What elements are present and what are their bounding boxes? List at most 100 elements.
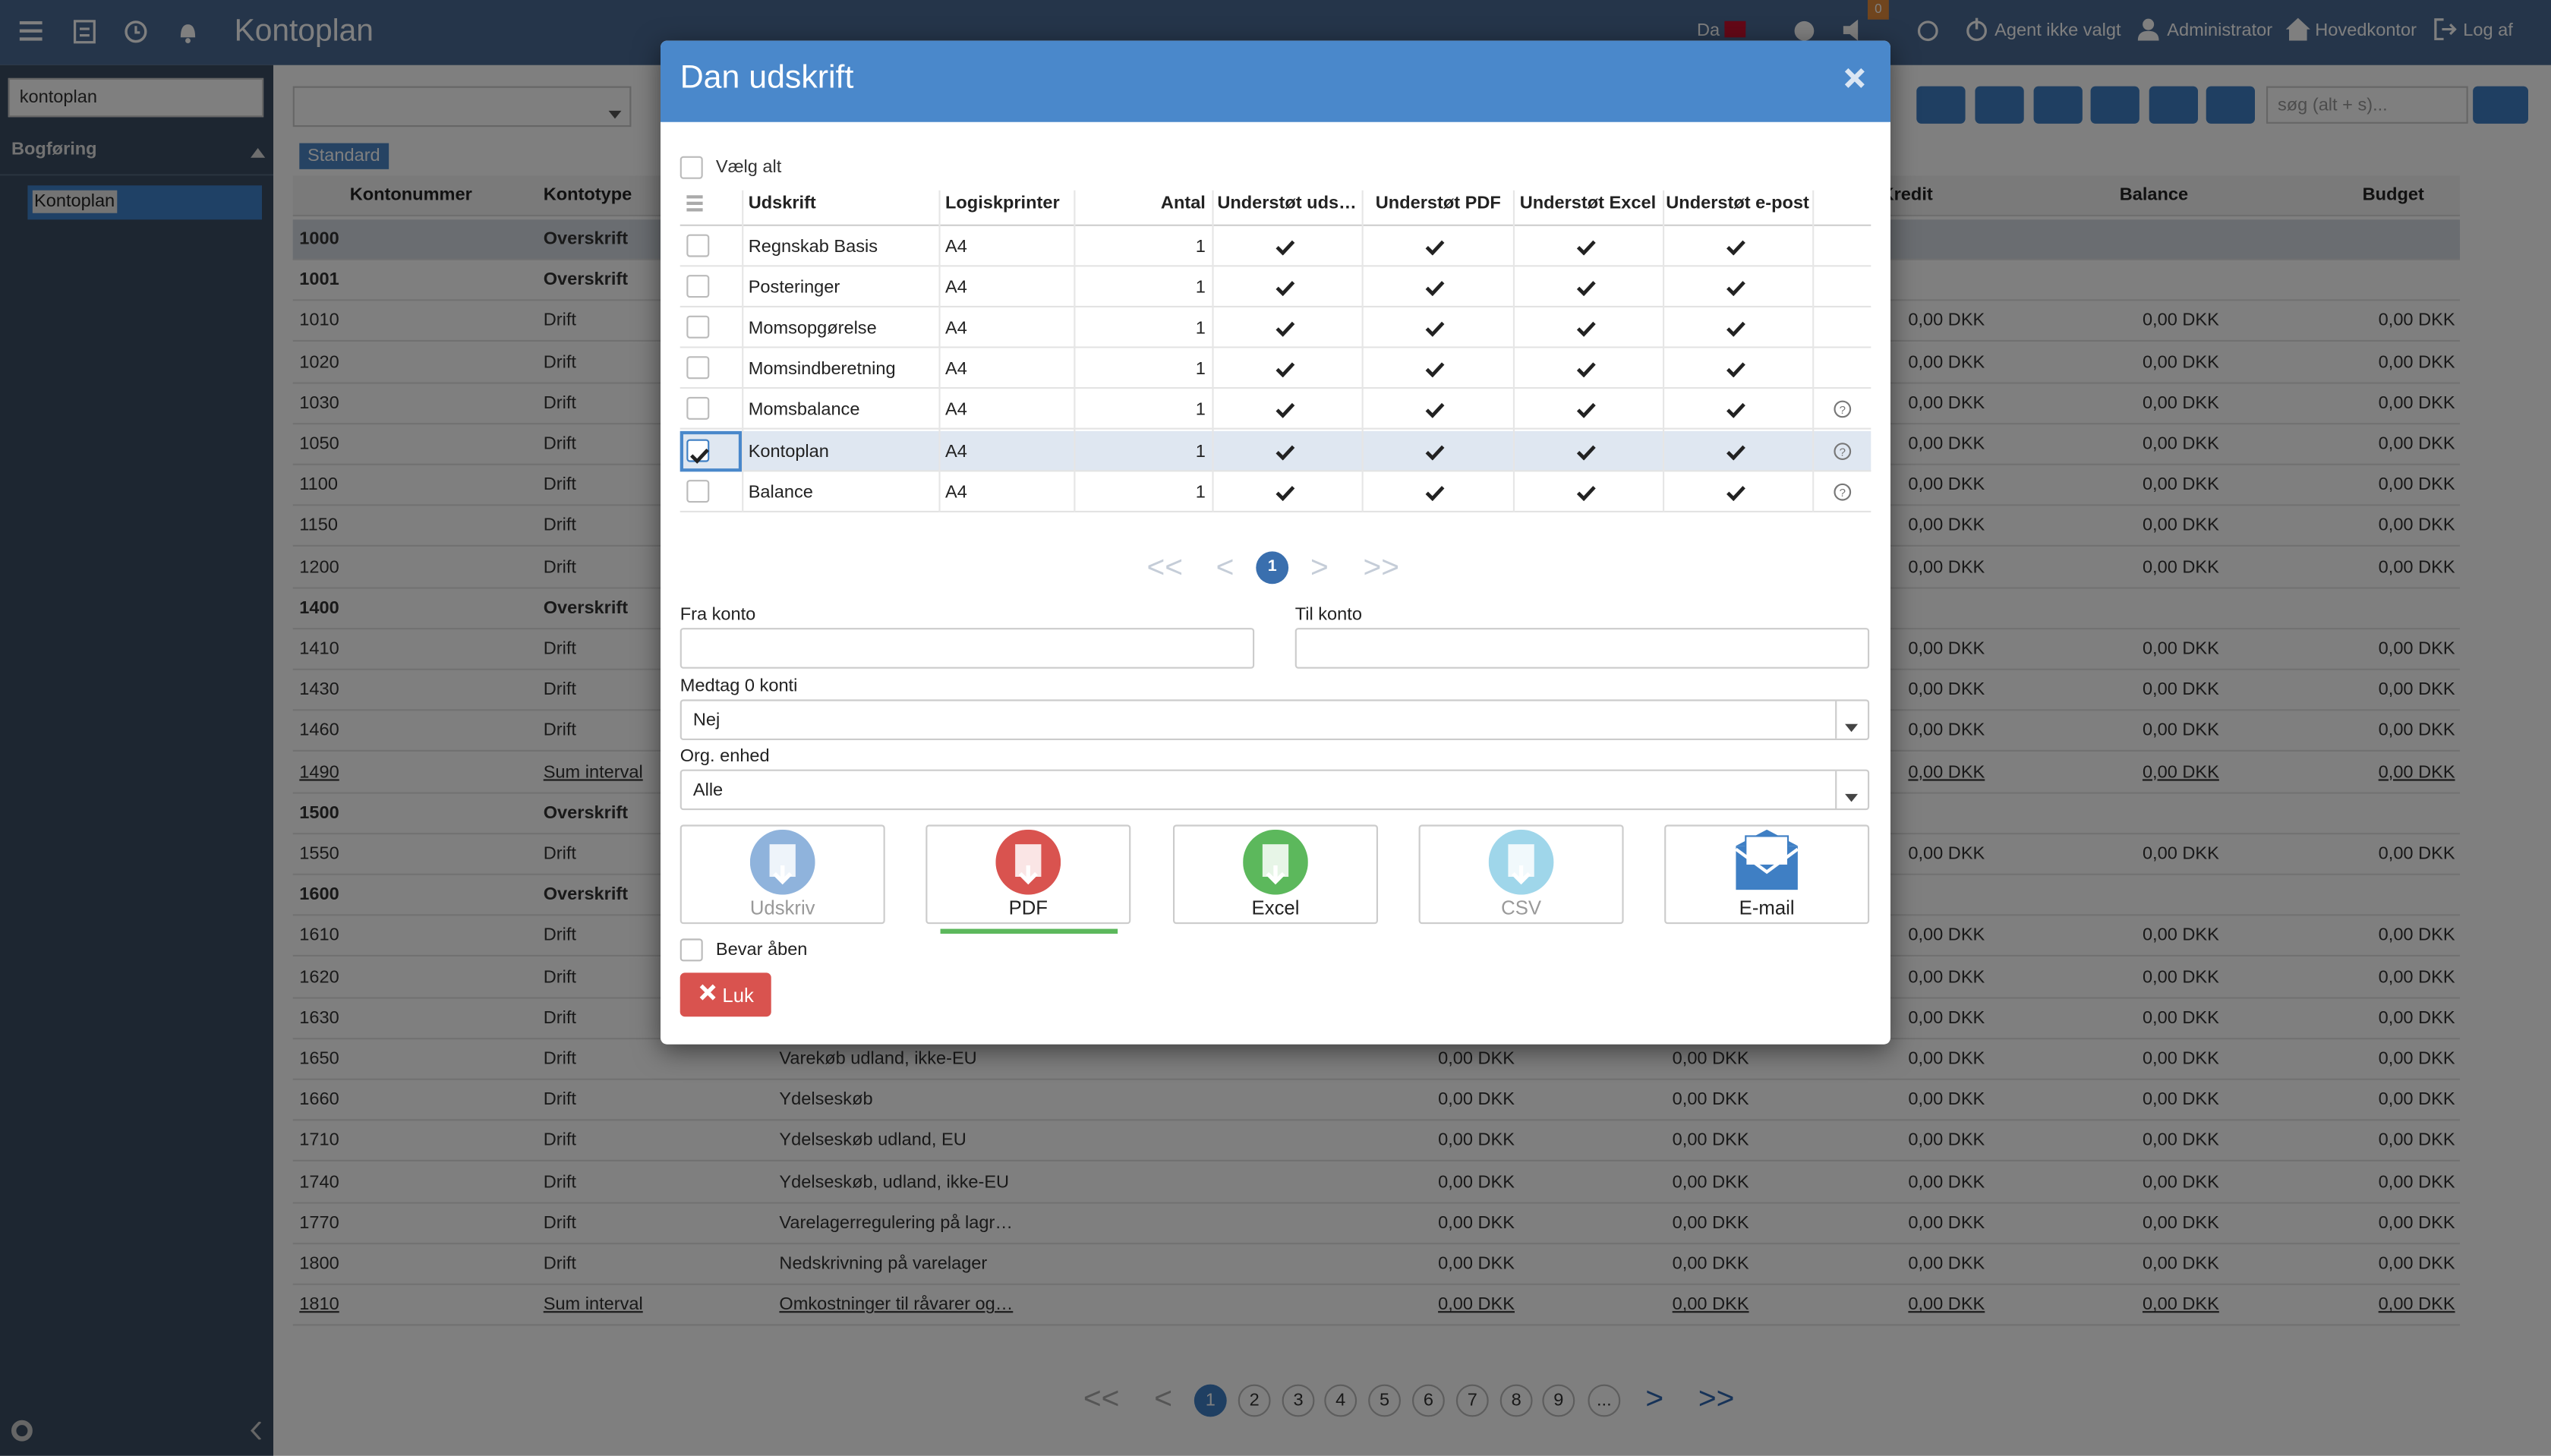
dialog-row[interactable] bbox=[680, 348, 1871, 389]
check-icon-svg bbox=[1425, 403, 1445, 419]
selected-indicator bbox=[940, 928, 1118, 934]
report-name: Regnskab Basis bbox=[748, 237, 878, 257]
printer: A4 bbox=[945, 360, 967, 380]
keep-open-label[interactable]: Bevar åben bbox=[715, 940, 808, 960]
column-divider bbox=[742, 190, 744, 512]
close-button[interactable] bbox=[680, 972, 771, 1017]
check-icon bbox=[1276, 280, 1295, 297]
checkbox[interactable] bbox=[686, 356, 710, 380]
select-divider bbox=[1835, 771, 1837, 808]
check-icon-svg bbox=[690, 447, 709, 463]
dialog-row[interactable] bbox=[680, 225, 1871, 267]
help-icon[interactable]: ? bbox=[1834, 442, 1852, 460]
report-name: Momsopgørelse bbox=[748, 319, 877, 339]
dialog-column-header[interactable]: Understøt e-post bbox=[1666, 193, 1809, 213]
export-label[interactable]: Excel bbox=[1251, 896, 1300, 919]
svg-text:?: ? bbox=[1840, 405, 1846, 418]
dialog-pager-item[interactable]: 1 bbox=[1256, 551, 1289, 585]
export-label[interactable]: CSV bbox=[1501, 896, 1542, 919]
check-icon bbox=[1425, 361, 1445, 378]
report-name: Posteringer bbox=[748, 278, 840, 298]
check-icon-svg bbox=[1726, 362, 1745, 378]
column-divider bbox=[1512, 190, 1515, 512]
export-icon bbox=[995, 829, 1061, 895]
dialog-column-header[interactable]: Understøt uds… bbox=[1217, 193, 1357, 213]
dialog-column-header[interactable]: Udskrift bbox=[748, 193, 816, 213]
select-caret bbox=[1845, 787, 1859, 802]
printer: A4 bbox=[945, 278, 967, 298]
column-menu-icon[interactable] bbox=[686, 195, 703, 212]
check-icon-svg bbox=[1276, 403, 1295, 419]
zero-select[interactable]: Nej bbox=[680, 699, 1870, 740]
close-label[interactable]: Luk bbox=[722, 984, 754, 1007]
from-input[interactable] bbox=[680, 628, 1255, 669]
checkbox[interactable] bbox=[686, 234, 710, 257]
dialog-pager-item[interactable]: < bbox=[1216, 551, 1235, 586]
checkbox[interactable] bbox=[680, 938, 703, 962]
check-icon bbox=[1726, 321, 1746, 338]
dialog-pager-item[interactable]: >> bbox=[1363, 551, 1400, 586]
count: 1 bbox=[1195, 400, 1206, 421]
check-icon bbox=[1276, 361, 1295, 378]
export-icon-svg bbox=[749, 829, 815, 895]
check-icon bbox=[1276, 402, 1295, 419]
check-icon-svg bbox=[1726, 485, 1745, 501]
checkbox[interactable] bbox=[686, 397, 710, 421]
check-icon bbox=[690, 446, 710, 463]
dialog-row[interactable] bbox=[680, 307, 1871, 348]
export-icon bbox=[1488, 829, 1554, 895]
help-icon[interactable]: ? bbox=[1834, 401, 1852, 419]
close-button-icon-svg bbox=[699, 984, 716, 1001]
to-input[interactable] bbox=[1294, 628, 1870, 669]
close-icon[interactable] bbox=[1843, 67, 1866, 90]
export-label[interactable]: PDF bbox=[1008, 896, 1048, 919]
export-icon bbox=[749, 829, 815, 895]
dialog-column-header[interactable]: Logiskprinter bbox=[945, 193, 1060, 213]
close-button-icon[interactable] bbox=[699, 984, 716, 1001]
check-icon bbox=[1576, 239, 1596, 256]
check-icon bbox=[1576, 443, 1596, 460]
dialog-row[interactable] bbox=[680, 430, 1871, 471]
report-name: Momsbalance bbox=[748, 400, 860, 421]
check-icon bbox=[1276, 484, 1295, 501]
count: 1 bbox=[1195, 360, 1206, 380]
dialog-row[interactable] bbox=[680, 389, 1871, 430]
check-icon bbox=[1726, 280, 1746, 297]
count: 1 bbox=[1195, 237, 1206, 257]
dialog-column-header[interactable]: Understøt Excel bbox=[1519, 193, 1657, 213]
check-icon-svg bbox=[1425, 362, 1445, 378]
org-select[interactable]: Alle bbox=[680, 769, 1870, 811]
help-icon[interactable]: ? bbox=[1834, 482, 1852, 501]
column-divider bbox=[1212, 190, 1214, 512]
checkbox[interactable] bbox=[680, 156, 703, 179]
report-name: Balance bbox=[748, 482, 813, 503]
checkbox[interactable] bbox=[686, 275, 710, 298]
export-label[interactable]: E-mail bbox=[1739, 896, 1795, 919]
check-icon bbox=[1576, 280, 1596, 297]
checkbox[interactable] bbox=[686, 479, 710, 503]
check-icon-svg bbox=[1726, 281, 1745, 297]
checkbox[interactable] bbox=[686, 316, 710, 339]
zero-label: Medtag 0 konti bbox=[680, 676, 798, 697]
dialog-column-header[interactable]: Antal bbox=[1160, 193, 1206, 213]
dialog-row[interactable] bbox=[680, 471, 1871, 512]
select-caret bbox=[1845, 717, 1859, 733]
dialog-pager-item[interactable]: > bbox=[1310, 551, 1329, 586]
count: 1 bbox=[1195, 482, 1206, 503]
column-divider bbox=[1361, 190, 1364, 512]
printer: A4 bbox=[945, 400, 967, 421]
check-icon bbox=[1576, 402, 1596, 419]
check-icon-svg bbox=[1576, 485, 1596, 501]
check-icon-svg bbox=[1576, 281, 1596, 297]
column-divider bbox=[1812, 190, 1815, 512]
checkbox-cell bbox=[680, 430, 743, 471]
dialog-column-header[interactable]: Understøt PDF bbox=[1375, 193, 1501, 213]
column-divider bbox=[938, 190, 941, 512]
dialog-pager-item[interactable]: << bbox=[1146, 551, 1184, 586]
dialog-row[interactable] bbox=[680, 266, 1871, 308]
svg-text:?: ? bbox=[1840, 446, 1846, 459]
export-label[interactable]: Udskriv bbox=[749, 896, 815, 919]
check-icon bbox=[1726, 443, 1746, 460]
select-all-label[interactable]: Vælg alt bbox=[715, 157, 782, 178]
